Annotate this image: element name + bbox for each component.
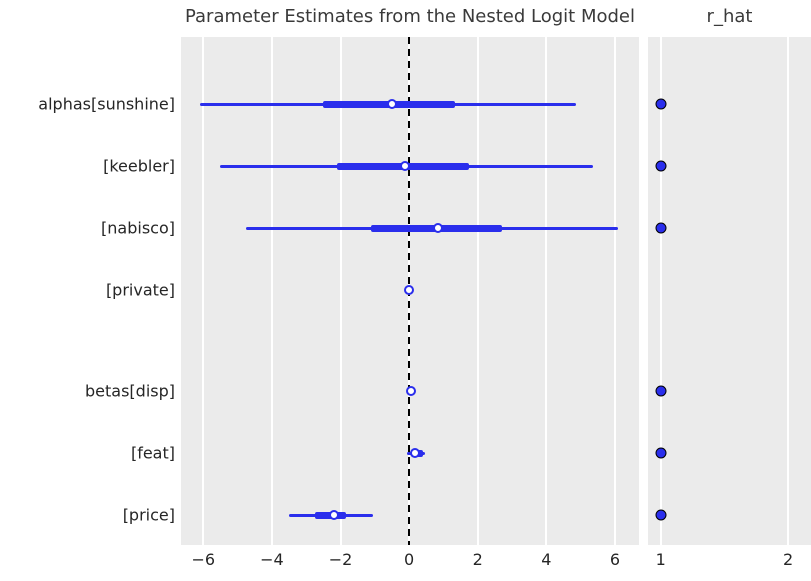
- y-axis-label: [keebler]: [103, 156, 175, 176]
- x-tick-label: 2: [782, 550, 794, 569]
- y-axis-label: [private]: [105, 280, 175, 300]
- y-axis-label: betas[disp]: [85, 381, 175, 401]
- gridline: [787, 37, 790, 545]
- gridline: [202, 37, 205, 545]
- rhat-dot: [655, 160, 667, 172]
- rhat-panel: [648, 37, 811, 545]
- x-tick-label: 0: [404, 550, 415, 569]
- rhat-dot: [655, 509, 667, 521]
- median-marker: [409, 448, 420, 459]
- gridline: [545, 37, 548, 545]
- y-axis-label: [feat]: [130, 443, 175, 463]
- gridline: [339, 37, 342, 545]
- x-tick-label: −6: [191, 550, 216, 569]
- x-tick-label: 4: [541, 550, 552, 569]
- rhat-dot: [655, 222, 667, 234]
- y-axis-label: alphas[sunshine]: [38, 94, 175, 114]
- gridline: [659, 37, 662, 545]
- rhat-dot: [655, 447, 667, 459]
- y-axis-label: [nabisco]: [101, 218, 175, 238]
- gridline: [613, 37, 616, 545]
- x-tick-label: 6: [609, 550, 621, 569]
- rhat-dot: [655, 98, 667, 110]
- rhat-dot: [655, 385, 667, 397]
- x-tick-label: 2: [472, 550, 483, 569]
- gridline: [476, 37, 479, 545]
- x-tick-label: −4: [260, 550, 284, 569]
- median-marker: [406, 386, 417, 397]
- x-tick-label: −2: [328, 550, 353, 569]
- median-marker: [386, 99, 397, 110]
- median-marker: [400, 161, 411, 172]
- x-tick-label: 1: [655, 550, 666, 569]
- chart-title: Parameter Estimates from the Nested Logi…: [184, 6, 636, 27]
- median-marker: [433, 223, 444, 233]
- median-marker: [328, 510, 339, 521]
- median-marker: [404, 284, 415, 295]
- gridline: [270, 37, 273, 545]
- rhat-panel-title: r_hat: [706, 6, 753, 27]
- y-axis-label: [price]: [122, 505, 175, 525]
- estimates-panel: [181, 37, 639, 545]
